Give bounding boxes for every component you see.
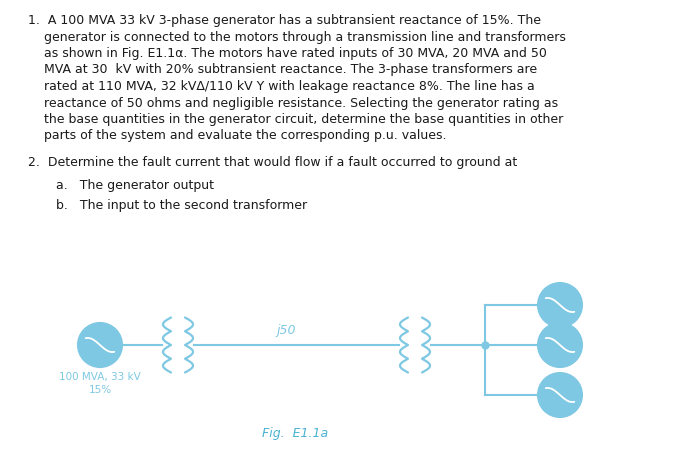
Text: Fig.  E1.1a: Fig. E1.1a xyxy=(262,427,328,440)
Text: 2.  Determine the fault current that would flow if a fault occurred to ground at: 2. Determine the fault current that woul… xyxy=(28,156,517,169)
Circle shape xyxy=(78,323,122,367)
Text: reactance of 50 ohms and negligible resistance. Selecting the generator rating a: reactance of 50 ohms and negligible resi… xyxy=(28,97,558,109)
Text: as shown in Fig. E1.1α. The motors have rated inputs of 30 MVA, 20 MVA and 50: as shown in Fig. E1.1α. The motors have … xyxy=(28,47,547,60)
Text: a.   The generator output: a. The generator output xyxy=(56,178,214,192)
Text: 100 MVA, 33 kV: 100 MVA, 33 kV xyxy=(59,372,141,382)
Text: MVA at 30  kV with 20% subtransient reactance. The 3-phase transformers are: MVA at 30 kV with 20% subtransient react… xyxy=(28,64,537,77)
Circle shape xyxy=(538,373,582,417)
Text: b.   The input to the second transformer: b. The input to the second transformer xyxy=(56,199,307,212)
Text: 15%: 15% xyxy=(88,385,111,395)
Text: 1.  A 100 MVA 33 kV 3-phase generator has a subtransient reactance of 15%. The: 1. A 100 MVA 33 kV 3-phase generator has… xyxy=(28,14,541,27)
Circle shape xyxy=(538,283,582,327)
Circle shape xyxy=(538,323,582,367)
Text: j50: j50 xyxy=(276,324,296,337)
Text: rated at 110 MVA, 32 kVΔ/110 kV Y with leakage reactance 8%. The line has a: rated at 110 MVA, 32 kVΔ/110 kV Y with l… xyxy=(28,80,535,93)
Text: parts of the system and evaluate the corresponding p.u. values.: parts of the system and evaluate the cor… xyxy=(28,129,447,143)
Text: the base quantities in the generator circuit, determine the base quantities in o: the base quantities in the generator cir… xyxy=(28,113,564,126)
Text: generator is connected to the motors through a transmission line and transformer: generator is connected to the motors thr… xyxy=(28,30,566,44)
